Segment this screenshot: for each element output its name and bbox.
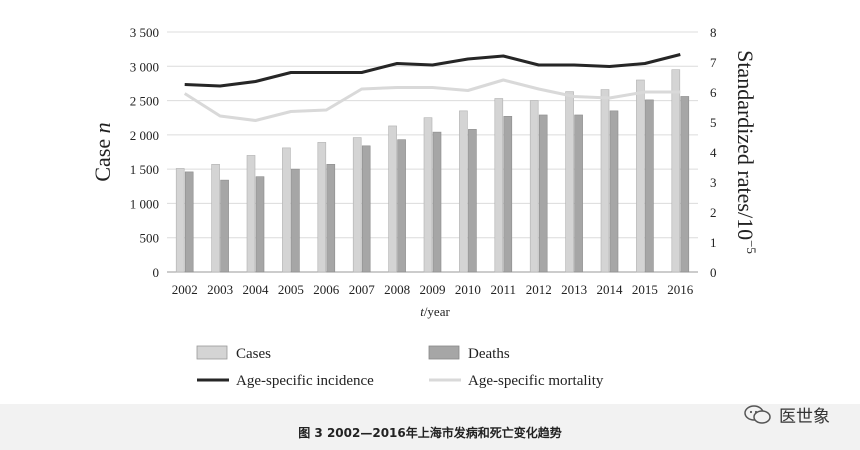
right-tick-label: 5 (710, 115, 717, 130)
gridlines (167, 31, 698, 273)
bar-deaths-2014 (609, 110, 619, 273)
left-tick-label: 500 (140, 231, 160, 246)
bar-deaths-2003 (220, 179, 229, 273)
line-age-specific-mortality (183, 78, 681, 122)
x-tick-label: 2008 (384, 282, 410, 297)
x-tick-label: 2015 (632, 282, 658, 297)
right-tick-label: 8 (710, 25, 717, 40)
left-tick-label: 1 500 (130, 162, 159, 177)
bar-cases-2010 (459, 110, 468, 273)
lines (183, 53, 681, 122)
bar-deaths-2012 (538, 114, 548, 273)
x-tick-label: 2013 (561, 282, 587, 297)
bar-deaths-2013 (574, 114, 583, 273)
bar-deaths-2008 (397, 139, 406, 273)
right-tick-label: 4 (710, 145, 717, 160)
figure-caption: 图 3 2002—2016年上海市发病和死亡变化趋势 (298, 426, 562, 440)
x-tick-label: 2012 (526, 282, 552, 297)
bar-deaths-2016 (680, 96, 690, 273)
bar-cases-2002 (175, 168, 185, 273)
bar-cases-2008 (388, 125, 397, 273)
right-axis-title: Standardized rates/10−5 (733, 50, 759, 254)
x-tick-label: 2002 (172, 282, 198, 297)
bar-deaths-2009 (432, 131, 442, 273)
legend-label-incidence: Age-specific incidence (236, 373, 374, 389)
x-tick-label: 2006 (313, 282, 340, 297)
bar-deaths-2015 (645, 99, 654, 273)
x-tick-label: 2004 (243, 282, 270, 297)
bar-cases-2015 (636, 79, 645, 273)
bar-deaths-2007 (361, 145, 371, 273)
bars (175, 69, 690, 273)
bar-deaths-2010 (468, 129, 477, 273)
bar-cases-2016 (671, 69, 681, 273)
line-age-specific-incidence (184, 53, 681, 88)
bar-cases-2012 (529, 100, 539, 273)
left-tick-label: 2 500 (130, 94, 159, 109)
x-axis-title: t/year (420, 304, 450, 319)
right-tick-label: 2 (710, 205, 717, 220)
bar-cases-2007 (352, 137, 362, 273)
legend: Cases Deaths Age-specific incidence Age-… (196, 345, 604, 389)
right-tick-label: 1 (710, 235, 717, 250)
legend-swatch-deaths (428, 345, 460, 360)
left-tick-label: 1 000 (130, 196, 159, 211)
x-tick-label: 2011 (491, 282, 517, 297)
left-tick-label: 3 000 (130, 59, 159, 74)
x-tick-label: 2003 (207, 282, 233, 297)
bar-deaths-2006 (326, 164, 336, 273)
left-axis-title: Case n (90, 122, 115, 181)
x-tick-label: 2016 (667, 282, 694, 297)
wechat-icon (744, 404, 771, 424)
legend-label-deaths: Deaths (468, 346, 510, 362)
tick-labels: 0 500 1 000 1 500 2 000 2 500 3 000 3 500 0 1 2 3 4 5… (130, 25, 717, 297)
right-tick-label: 7 (710, 55, 717, 70)
right-tick-label: 3 (710, 175, 717, 190)
bar-cases-2004 (246, 155, 256, 273)
left-tick-label: 0 (153, 265, 160, 280)
bar-deaths-2005 (291, 168, 300, 273)
x-tick-label: 2014 (597, 282, 624, 297)
chart: 0 500 1 000 1 500 2 000 2 500 3 000 3 500 0 1 2 3 4 5… (90, 25, 759, 389)
bar-cases-2005 (282, 147, 291, 273)
bar-cases-2011 (494, 98, 504, 273)
left-tick-label: 3 500 (130, 25, 159, 40)
legend-label-mortality: Age-specific mortality (468, 373, 604, 389)
right-tick-label: 6 (710, 85, 717, 100)
bar-cases-2013 (565, 91, 574, 273)
bar-cases-2014 (600, 89, 610, 273)
watermark: 医世象 (743, 402, 830, 427)
caption-band (0, 404, 860, 450)
x-tick-label: 2007 (349, 282, 376, 297)
bar-cases-2006 (317, 142, 327, 273)
watermark-text: 医世象 (779, 407, 830, 427)
bar-deaths-2002 (184, 171, 194, 273)
right-tick-label: 0 (710, 265, 717, 280)
x-tick-label: 2009 (420, 282, 446, 297)
x-tick-label: 2005 (278, 282, 304, 297)
x-tick-label: 2010 (455, 282, 481, 297)
bar-cases-2003 (211, 164, 220, 273)
legend-label-cases: Cases (236, 346, 271, 362)
left-tick-label: 2 000 (130, 128, 159, 143)
bar-cases-2009 (423, 117, 433, 273)
legend-swatch-cases (196, 345, 228, 360)
bar-deaths-2004 (255, 176, 265, 273)
bar-deaths-2011 (503, 116, 513, 273)
